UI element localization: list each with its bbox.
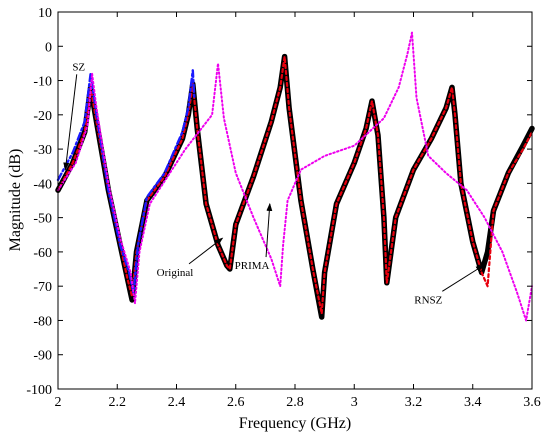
y-tick-label: -50: [33, 212, 52, 227]
x-tick-label: 2.8: [286, 395, 304, 410]
series-layer: [55, 31, 535, 322]
y-tick-label: -20: [33, 109, 52, 124]
annotation-arrow: [63, 74, 78, 171]
x-tick-label: 3.2: [405, 395, 423, 410]
annotation-label: Original: [157, 267, 194, 279]
annotation-label: PRIMA: [235, 260, 270, 272]
y-tick-label: -30: [33, 143, 52, 158]
annotation-layer: SZ Original PRIMA RNSZ: [63, 61, 484, 306]
annotation-arrow: [265, 202, 273, 258]
x-tick-label: 2.2: [109, 395, 127, 410]
x-tick-label: 2.4: [168, 395, 186, 410]
y-axis-ticks: 10 0 -10 -20 -30 -40 -50 -60 -70 -80 -90 -100: [26, 6, 532, 398]
y-tick-label: -60: [33, 246, 52, 261]
y-tick-label: 10: [38, 6, 52, 21]
x-axis-title: Frequency (GHz): [239, 415, 351, 432]
x-tick-label: 3.6: [523, 395, 541, 410]
plot-area: [58, 12, 532, 389]
series-line-prima: [57, 31, 533, 322]
x-tick-label: 3: [351, 395, 358, 410]
annotation-label: RNSZ: [414, 294, 442, 306]
y-axis-title: Magnitude (dB): [7, 149, 24, 252]
y-tick-label: -80: [33, 314, 52, 329]
y-tick-label: -10: [33, 75, 52, 90]
y-tick-label: -70: [33, 280, 52, 295]
y-tick-label: 0: [45, 40, 52, 55]
x-axis-ticks: 2 2.2 2.4 2.6 2.8 3 3.2 3.4 3.6: [55, 12, 541, 410]
annotation-arrow: [188, 237, 224, 265]
x-tick-label: 2: [55, 395, 62, 410]
y-tick-label: -90: [33, 349, 52, 364]
annotation-arrow: [442, 265, 484, 292]
y-tick-label: -40: [33, 177, 52, 192]
x-tick-label: 2.6: [227, 395, 245, 410]
y-tick-label: -100: [26, 383, 52, 398]
annotation-label: SZ: [72, 61, 85, 73]
x-tick-label: 3.4: [464, 395, 482, 410]
